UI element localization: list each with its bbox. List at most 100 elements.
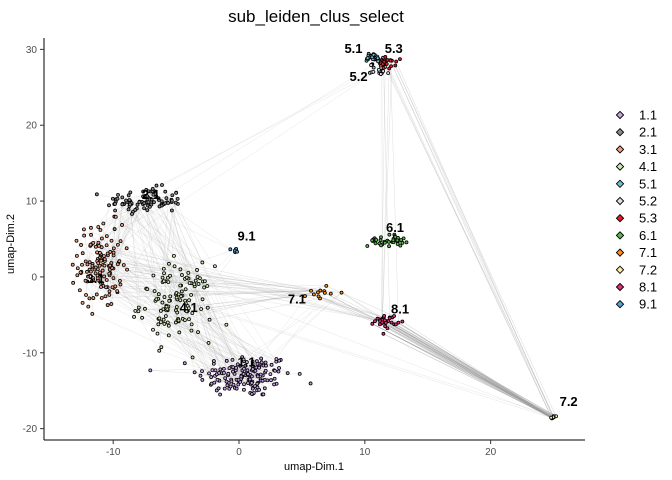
edge	[117, 290, 312, 293]
edge	[109, 273, 281, 361]
edge	[217, 379, 254, 388]
point-3-1	[74, 238, 79, 243]
edge	[129, 204, 212, 378]
edge	[115, 202, 130, 211]
edge	[148, 191, 236, 371]
point-4-1	[145, 287, 150, 292]
edge	[132, 211, 258, 377]
point-1-1	[225, 383, 230, 388]
point-2-1	[142, 201, 147, 206]
point-2-1	[145, 208, 150, 213]
point-2-1	[169, 198, 174, 203]
legend-label: 7.1	[639, 245, 657, 260]
point-1-1	[276, 369, 281, 374]
edge	[165, 191, 242, 380]
point-1-1	[218, 367, 223, 372]
edge	[169, 275, 258, 384]
point-4-1	[186, 270, 191, 275]
point-3-1	[84, 293, 88, 297]
point-1-1	[264, 363, 268, 368]
point-3-1	[98, 228, 103, 232]
point-2-1	[107, 203, 111, 208]
edge	[108, 205, 258, 362]
point-3-1	[105, 251, 110, 256]
legend-label: 9.1	[639, 297, 657, 312]
point-2-1	[144, 188, 149, 192]
legend-item-9-1: 9.1	[615, 297, 657, 312]
edge	[382, 60, 393, 319]
point-3-1	[109, 238, 114, 243]
edge	[187, 281, 204, 307]
point-4-1	[178, 298, 183, 303]
point-5-3	[394, 59, 399, 64]
point-1-1	[260, 378, 265, 383]
point-2-1	[130, 212, 134, 216]
point-4-1	[164, 304, 169, 309]
edge	[165, 191, 242, 380]
edge	[104, 259, 169, 326]
edge	[90, 244, 386, 323]
point-2-1	[94, 192, 99, 197]
edge	[121, 224, 216, 267]
point-4-1	[166, 323, 171, 328]
point-4-1	[163, 314, 168, 318]
edge	[383, 333, 554, 418]
edge	[197, 332, 244, 360]
point-1-1	[253, 368, 258, 373]
point-3-1	[80, 300, 85, 305]
point-4-1	[190, 355, 195, 360]
edge	[131, 203, 212, 384]
cluster-labels: 1.1 2.1 3.1 4.1 5.1 5.2 5.3 6.1 7.1 7.2 8.1 9.1	[87, 41, 578, 409]
edge	[90, 245, 384, 323]
point-3-1	[90, 279, 94, 284]
y-tick-label: -20	[23, 424, 38, 435]
legend-marker	[615, 162, 625, 171]
cluster-label: 1.1	[238, 354, 256, 369]
point-7-1	[322, 290, 327, 295]
cluster-label: 9.1	[238, 229, 256, 244]
point-3-1	[118, 282, 123, 287]
point-5-3	[381, 65, 386, 70]
edge	[186, 277, 552, 418]
point-4-1	[183, 318, 187, 323]
point-4-1	[178, 283, 183, 288]
point-1-1	[297, 371, 302, 376]
point-5-3	[383, 55, 388, 59]
x-tick-label: 20	[485, 447, 497, 458]
edge	[76, 255, 99, 280]
point-4-1	[136, 309, 141, 314]
edge	[395, 65, 557, 417]
edge	[152, 188, 249, 384]
edge	[177, 60, 393, 205]
edge	[92, 236, 107, 266]
point-3-1	[91, 296, 96, 300]
point-1-1	[250, 374, 254, 379]
point-4-1	[168, 294, 173, 299]
point-7-1	[316, 290, 320, 295]
point-3-1	[102, 274, 107, 279]
edge	[137, 204, 170, 264]
y-tick-label: 0	[31, 272, 37, 283]
point-5-3	[384, 62, 389, 66]
edge	[194, 284, 199, 333]
point-4-1	[200, 260, 205, 265]
edge	[97, 205, 110, 259]
point-7-1	[324, 283, 329, 288]
cluster-label: 5.1	[344, 41, 362, 56]
edge	[175, 322, 280, 361]
point-3-1	[100, 268, 105, 273]
edge	[382, 319, 554, 417]
edge	[109, 268, 164, 276]
point-2-1	[163, 189, 168, 194]
edge	[149, 206, 249, 384]
point-4-1	[166, 333, 171, 338]
legend-item-5-2: 5.2	[615, 194, 657, 209]
edge	[380, 56, 386, 324]
point-4-1	[205, 284, 210, 288]
point-1-1	[209, 375, 214, 379]
edge	[96, 251, 111, 295]
point-3-1	[120, 223, 124, 227]
point-2-1	[164, 196, 169, 200]
point-5-1	[371, 52, 376, 57]
edge	[216, 298, 321, 391]
